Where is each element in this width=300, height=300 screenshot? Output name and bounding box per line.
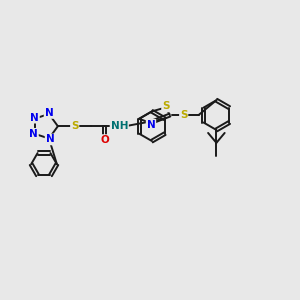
Text: N: N [29,129,38,139]
Text: S: S [162,101,169,111]
Text: S: S [71,121,79,131]
Text: N: N [45,108,53,118]
Text: S: S [180,110,188,120]
Text: NH: NH [110,121,128,131]
Text: N: N [30,113,39,123]
Text: N: N [147,120,155,130]
Text: O: O [100,135,109,145]
Text: N: N [46,134,54,145]
